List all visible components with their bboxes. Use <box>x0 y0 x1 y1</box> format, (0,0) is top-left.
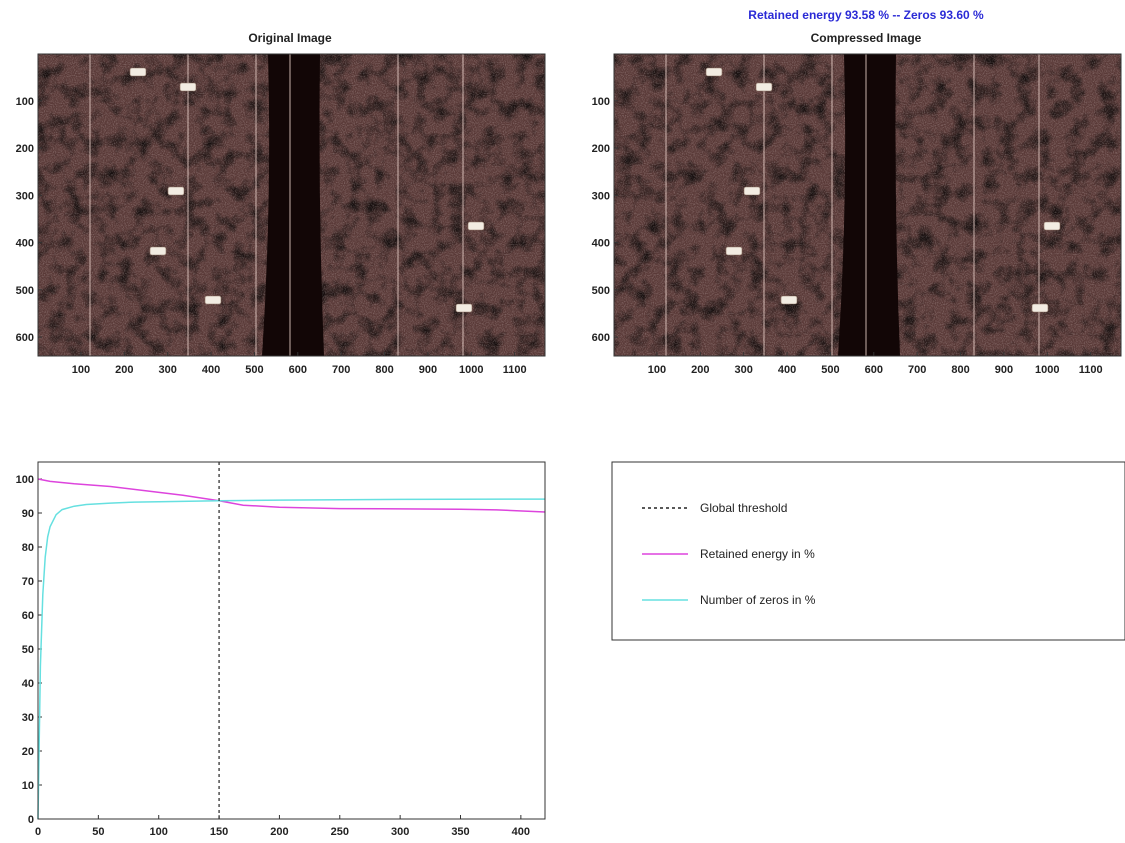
plot-x-tick-label: 50 <box>92 826 104 838</box>
plot-y-tick-label: 80 <box>22 542 34 554</box>
compressed-image <box>614 54 1121 356</box>
x-tick-label: 1000 <box>459 364 483 376</box>
plot-y-tick-label: 20 <box>22 746 34 758</box>
x-tick-label: 100 <box>72 364 90 376</box>
x-tick-label: 700 <box>908 364 926 376</box>
plot-y-tick-label: 0 <box>28 814 34 826</box>
retained-energy-line <box>37 478 546 513</box>
original-image-frame <box>37 53 546 357</box>
plot-x-tick-label: 350 <box>451 826 469 838</box>
y-tick-label: 300 <box>592 190 610 202</box>
target-marker <box>1031 303 1049 313</box>
plot-x-tick-label: 200 <box>270 826 288 838</box>
x-tick-label: 900 <box>419 364 437 376</box>
plot-series <box>37 462 546 820</box>
x-tick-label: 1100 <box>1079 364 1103 376</box>
plot-x-tick-label: 0 <box>35 826 41 838</box>
x-tick-label: 300 <box>158 364 176 376</box>
compressed-image-title: Compressed Image <box>811 31 922 45</box>
x-tick-label: 400 <box>778 364 796 376</box>
y-tick-label: 100 <box>16 96 34 108</box>
y-tick-label: 200 <box>16 143 34 155</box>
x-tick-label: 600 <box>865 364 883 376</box>
y-tick-label: 400 <box>16 238 34 250</box>
target-marker <box>167 186 185 196</box>
y-tick-label: 100 <box>592 96 610 108</box>
original-image-yticks: 100 200 300 400 500 600 <box>16 96 42 344</box>
plot-y-tick-label: 100 <box>16 474 34 486</box>
compressed-image-xticks: 100 200 300 400 500 600 700 800 900 1000 1100 <box>648 352 1103 376</box>
y-tick-label: 300 <box>16 190 34 202</box>
target-marker <box>179 82 197 92</box>
compressed-image-frame <box>613 53 1122 357</box>
legend: Global threshold Retained energy in % Nu… <box>611 461 1125 641</box>
plot-y-tick-label: 10 <box>22 780 34 792</box>
plot-x-tick-label: 100 <box>150 826 168 838</box>
x-tick-label: 200 <box>115 364 133 376</box>
threshold-plot: 0 50 100 150 200 250 300 350 400 0 10 20 30 40 50 60 70… <box>16 461 546 838</box>
plot-y-tick-label: 30 <box>22 712 34 724</box>
target-marker <box>467 221 485 231</box>
y-tick-label: 200 <box>592 143 610 155</box>
target-marker <box>743 186 761 196</box>
x-tick-label: 1000 <box>1035 364 1059 376</box>
number-of-zeros-line <box>37 498 546 820</box>
x-tick-label: 500 <box>821 364 839 376</box>
plot-frame <box>37 461 546 820</box>
target-marker <box>455 303 473 313</box>
plot-x-tick-label: 250 <box>331 826 349 838</box>
x-tick-label: 700 <box>332 364 350 376</box>
x-tick-label: 400 <box>202 364 220 376</box>
legend-zeros-label: Number of zeros in % <box>700 593 816 607</box>
target-marker <box>204 295 222 305</box>
x-tick-label: 900 <box>995 364 1013 376</box>
x-tick-label: 800 <box>375 364 393 376</box>
target-marker <box>1043 221 1061 231</box>
original-image-panel: Original Image 100 200 300 400 500 600 700 800 9… <box>16 31 546 376</box>
water-column <box>262 54 324 356</box>
y-tick-label: 400 <box>592 238 610 250</box>
compression-stats: Retained energy 93.58 % -- Zeros 93.60 % <box>748 8 984 22</box>
x-tick-label: 600 <box>289 364 307 376</box>
x-tick-label: 500 <box>245 364 263 376</box>
plot-x-tick-label: 300 <box>391 826 409 838</box>
plot-xticks: 0 50 100 150 200 250 300 350 400 <box>35 815 530 838</box>
plot-x-tick-label: 400 <box>512 826 530 838</box>
x-tick-label: 800 <box>951 364 969 376</box>
y-tick-label: 500 <box>592 285 610 297</box>
target-marker <box>725 246 743 256</box>
legend-retained-label: Retained energy in % <box>700 547 815 561</box>
plot-y-tick-label: 50 <box>22 644 34 656</box>
target-marker <box>129 67 147 77</box>
x-tick-label: 200 <box>691 364 709 376</box>
legend-threshold-label: Global threshold <box>700 501 787 515</box>
compressed-image-yticks: 100 200 300 400 500 600 <box>592 96 618 344</box>
x-tick-label: 1100 <box>503 364 527 376</box>
y-tick-label: 500 <box>16 285 34 297</box>
plot-y-tick-label: 90 <box>22 508 34 520</box>
x-tick-label: 100 <box>648 364 666 376</box>
x-tick-label: 300 <box>734 364 752 376</box>
legend-box <box>611 461 1125 641</box>
original-image-title: Original Image <box>248 31 332 45</box>
plot-background <box>38 462 545 819</box>
plot-x-tick-label: 150 <box>210 826 228 838</box>
plot-y-tick-label: 60 <box>22 610 34 622</box>
plot-yticks: 0 10 20 30 40 50 60 70 80 90 100 <box>16 474 42 826</box>
target-marker <box>755 82 773 92</box>
original-image-xticks: 100 200 300 400 500 600 700 800 900 1000 1100 <box>72 352 527 376</box>
compressed-image-panel: Retained energy 93.58 % -- Zeros 93.60 %… <box>592 8 1122 376</box>
target-marker <box>149 246 167 256</box>
plot-y-tick-label: 40 <box>22 678 34 690</box>
water-column <box>838 54 900 356</box>
original-image <box>38 54 545 356</box>
target-marker <box>780 295 798 305</box>
target-marker <box>705 67 723 77</box>
y-tick-label: 600 <box>16 332 34 344</box>
y-tick-label: 600 <box>592 332 610 344</box>
plot-y-tick-label: 70 <box>22 576 34 588</box>
